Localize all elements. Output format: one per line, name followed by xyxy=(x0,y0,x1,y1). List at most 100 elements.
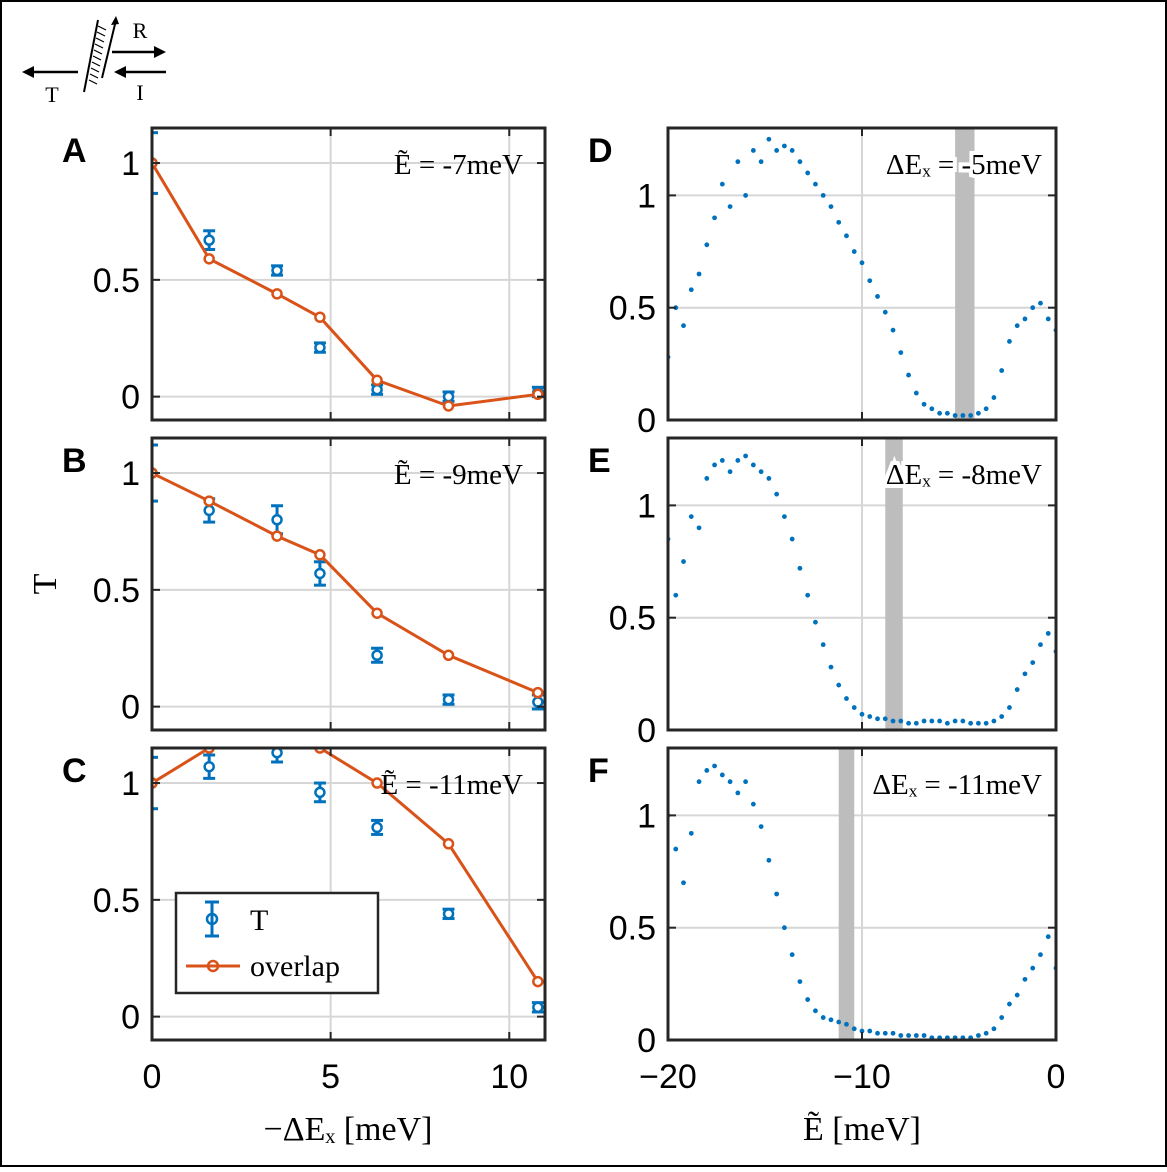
scatter-point xyxy=(991,718,997,724)
scatter-point xyxy=(1014,992,1020,998)
scatter-point xyxy=(906,372,911,378)
t-marker xyxy=(442,390,455,403)
incident-ray xyxy=(101,19,117,79)
scatter-point xyxy=(867,278,873,284)
t-marker xyxy=(314,786,326,799)
scatter-point xyxy=(913,720,919,726)
arrow-right-icon xyxy=(154,46,166,58)
scatter-point xyxy=(960,718,966,724)
y-tick-label: 0 xyxy=(121,379,140,417)
schematic-label-t: T xyxy=(45,82,59,107)
reflection-schematic: T R I xyxy=(22,16,166,107)
overlap-marker xyxy=(203,253,215,265)
scatter-point xyxy=(719,458,725,463)
x-tick-label: 10 xyxy=(490,1058,528,1096)
scatter-point xyxy=(1030,965,1036,971)
scatter-point xyxy=(859,260,865,266)
scatter-point xyxy=(743,453,748,459)
overlap-marker xyxy=(314,549,326,561)
plot-area xyxy=(668,438,1056,730)
overlap-marker xyxy=(371,374,383,387)
overlap-marker xyxy=(271,288,283,300)
y-tick-label: 0.5 xyxy=(609,910,656,948)
y-tick-label: 1 xyxy=(637,487,656,525)
y-tick-label: 1 xyxy=(121,145,140,183)
scatter-point xyxy=(774,491,780,497)
scatter-point xyxy=(1014,687,1020,692)
scatter-point xyxy=(758,824,764,830)
y-tick-label: 1 xyxy=(637,797,656,835)
y-tick-label: 0 xyxy=(121,689,140,727)
overlap-marker xyxy=(442,838,455,850)
scatter-point xyxy=(782,143,787,149)
scatter-point xyxy=(999,1015,1005,1020)
t-marker xyxy=(203,234,215,246)
t-marker xyxy=(442,908,455,920)
overlap-marker xyxy=(371,777,383,789)
scatter-point xyxy=(921,718,927,724)
x-tick-label: −10 xyxy=(833,1058,891,1096)
scatter-point xyxy=(766,476,772,481)
t-marker xyxy=(271,748,283,759)
legend-label-overlap: overlap xyxy=(250,950,340,983)
scatter-point xyxy=(1022,976,1028,982)
overlap-marker xyxy=(442,400,455,412)
scatter-point xyxy=(999,714,1005,719)
scatter-point xyxy=(774,148,780,153)
scatter-point xyxy=(774,891,780,897)
scatter-point xyxy=(906,720,911,726)
scatter-point xyxy=(743,192,748,198)
scatter-point xyxy=(890,1030,896,1036)
panel-annotation: Ẽ = -11meV xyxy=(380,769,523,801)
scatter-point xyxy=(898,350,904,356)
scatter-point xyxy=(782,514,787,520)
panel-letter: C xyxy=(62,752,87,790)
mirror-line xyxy=(83,19,99,93)
scatter-point xyxy=(1007,338,1012,344)
scatter-point xyxy=(851,705,857,710)
scatter-point xyxy=(944,410,950,416)
scatter-point xyxy=(750,462,756,468)
scatter-point xyxy=(696,525,702,531)
scatter-point xyxy=(991,1026,997,1032)
scatter-point xyxy=(929,406,935,412)
scatter-point xyxy=(844,1021,849,1027)
scatter-point xyxy=(851,1026,857,1032)
scatter-point xyxy=(758,469,764,475)
scatter-point xyxy=(937,410,942,416)
scatter-point xyxy=(735,159,741,165)
y-tick-label: 1 xyxy=(121,455,140,493)
scatter-point xyxy=(704,242,710,248)
scatter-point xyxy=(1022,671,1028,677)
t-marker xyxy=(532,1001,544,1014)
scatter-point xyxy=(782,925,787,931)
y-tick-label: 0.5 xyxy=(609,290,656,328)
scatter-point xyxy=(813,181,818,187)
plot-area xyxy=(152,748,544,1014)
scatter-point xyxy=(766,857,772,863)
scatter-point xyxy=(789,536,795,542)
scatter-point xyxy=(704,476,710,481)
scatter-point xyxy=(688,830,694,836)
y-tick-label: 0.5 xyxy=(93,882,140,920)
t-marker xyxy=(314,341,326,354)
scatter-point xyxy=(921,401,927,407)
t-marker xyxy=(203,504,215,517)
scatter-point xyxy=(875,1030,880,1036)
y-tick-label: 1 xyxy=(121,765,140,803)
y-tick-label: 0 xyxy=(637,712,656,750)
x-tick-label: 0 xyxy=(1047,1058,1066,1096)
x-tick-label: −20 xyxy=(639,1058,697,1096)
right-x-axis-label: Ẽ [meV] xyxy=(803,1111,921,1148)
scatter-point xyxy=(805,592,811,598)
legend: T overlap xyxy=(174,891,380,995)
scatter-point xyxy=(673,846,679,852)
t-marker xyxy=(442,693,455,706)
scatter-point xyxy=(875,294,880,299)
scatter-point xyxy=(890,327,896,333)
scatter-point xyxy=(913,390,919,396)
y-tick-label: 0 xyxy=(637,1022,656,1060)
legend-label-t: T xyxy=(250,904,268,937)
panel-annotation: Ẽ = -7meV xyxy=(394,149,523,181)
